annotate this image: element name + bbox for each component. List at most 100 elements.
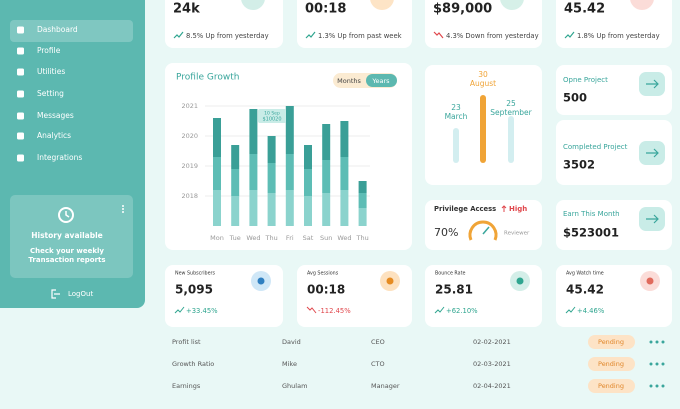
stat-change: +62.10%	[446, 307, 478, 315]
bar-segment	[267, 136, 276, 163]
timeline-day: 30	[478, 70, 488, 79]
x-tick-label: Sat	[303, 234, 314, 242]
more-dot[interactable]	[649, 362, 653, 366]
more-dot[interactable]	[649, 340, 653, 344]
tooltip-value: $10020	[262, 117, 281, 123]
menu-icon	[17, 68, 24, 76]
stat-icon-glyph	[386, 277, 394, 285]
menu-item[interactable]: Messages	[37, 111, 74, 120]
menu-item[interactable]: Profile	[37, 46, 61, 55]
bar-segment	[267, 193, 276, 226]
bar-segment	[358, 193, 367, 208]
stat-change: -112.45%	[318, 307, 351, 315]
project-value: 3502	[563, 158, 595, 172]
stat-value: 00:18	[307, 283, 345, 297]
more-dot	[122, 208, 124, 210]
privilege-title: Privilege Access	[434, 205, 496, 213]
timeline-day: 25	[506, 99, 516, 108]
bar-segment	[340, 157, 349, 190]
x-tick-label: Thu	[355, 234, 368, 242]
level-arrow	[501, 205, 507, 212]
history-box	[10, 195, 133, 278]
more-dot[interactable]	[655, 340, 659, 344]
bar-segment	[213, 190, 221, 226]
table-cell: 02-03-2021	[473, 360, 511, 368]
menu-item[interactable]: Analytics	[37, 131, 71, 140]
history-text: Transaction reports	[28, 256, 105, 264]
timeline-day: 23	[451, 103, 461, 112]
trend-icon	[174, 306, 185, 314]
more-dot[interactable]	[655, 362, 659, 366]
x-tick-label: Wed	[337, 234, 351, 242]
table-cell: Earnings	[172, 382, 201, 390]
stat-icon-glyph	[257, 277, 265, 285]
table-cell: Manager	[371, 382, 400, 390]
card-value: 24k	[173, 2, 200, 17]
bar-segment	[231, 145, 240, 169]
toggle-months[interactable]: Months	[337, 77, 361, 85]
toggle-active	[366, 74, 397, 87]
card	[556, 0, 672, 48]
more-dot[interactable]	[661, 340, 665, 344]
bar-segment	[285, 154, 294, 190]
status-badge	[588, 357, 635, 371]
stat-value: 25.81	[435, 283, 473, 297]
stat-value: 5,095	[175, 283, 213, 297]
menu-item[interactable]: Setting	[37, 89, 64, 98]
x-tick-label: Wed	[246, 234, 260, 242]
more-dot[interactable]	[655, 384, 659, 388]
timeline-bar	[508, 116, 514, 163]
x-tick-label: Mon	[210, 234, 224, 242]
menu-item[interactable]: Integrations	[37, 153, 82, 162]
bar-segment	[322, 124, 331, 160]
status: Pending	[598, 360, 624, 368]
table-cell: 02-04-2021	[473, 382, 511, 390]
bar-segment	[340, 190, 349, 226]
y-tick-label: 2021	[181, 102, 198, 110]
trend-icon	[434, 306, 445, 314]
stat-label: Bounce Rate	[435, 271, 465, 277]
logout[interactable]: LogOut	[68, 290, 93, 298]
chart-title: Profile Growth	[176, 73, 239, 83]
table-cell: Growth Ratio	[172, 360, 214, 368]
menu-icon	[17, 26, 24, 34]
table-cell: Profit list	[172, 338, 201, 346]
card-value: 45.42	[564, 2, 605, 17]
trend-icon	[565, 306, 576, 314]
card-change: 4.3% Down from yesterday	[446, 32, 539, 40]
gauge-track	[468, 220, 498, 241]
bar-segment	[285, 106, 294, 154]
card-icon	[630, 0, 654, 10]
trend-icon	[305, 31, 316, 39]
project-label: Opne Project	[563, 76, 608, 84]
bar-segment	[322, 193, 331, 226]
tooltip-date: 10 Sep	[264, 111, 280, 117]
more-dot[interactable]	[661, 362, 665, 366]
card-change: 1.3% Up from past week	[318, 32, 402, 40]
y-tick-label: 2019	[181, 162, 198, 170]
card	[297, 0, 412, 48]
toggle-years[interactable]: Years	[371, 77, 390, 85]
more-dot[interactable]	[661, 384, 665, 388]
trend-icon	[173, 31, 184, 39]
bar-segment	[249, 190, 258, 226]
status-badge	[588, 335, 635, 349]
stat-label: Avg Sessions	[307, 271, 339, 277]
y-tick-label: 2020	[181, 132, 198, 140]
table-cell: David	[282, 338, 301, 346]
bar-segment	[358, 181, 367, 193]
bar-segment	[304, 145, 312, 169]
menu-item[interactable]: Dashboard	[37, 25, 78, 34]
card-value: 00:18	[305, 2, 346, 17]
menu-icon	[17, 90, 24, 98]
bar-segment	[304, 169, 312, 196]
sidebar	[0, 0, 145, 308]
menu-icon	[17, 154, 24, 162]
more-dot[interactable]	[649, 384, 653, 388]
card-icon	[241, 0, 265, 10]
trend-icon	[306, 306, 317, 314]
privilege-role: Reviewer	[504, 231, 530, 237]
project-label: Completed Project	[563, 143, 628, 151]
menu-item[interactable]: Utilities	[37, 67, 65, 76]
project-label: Earn This Month	[563, 210, 620, 218]
